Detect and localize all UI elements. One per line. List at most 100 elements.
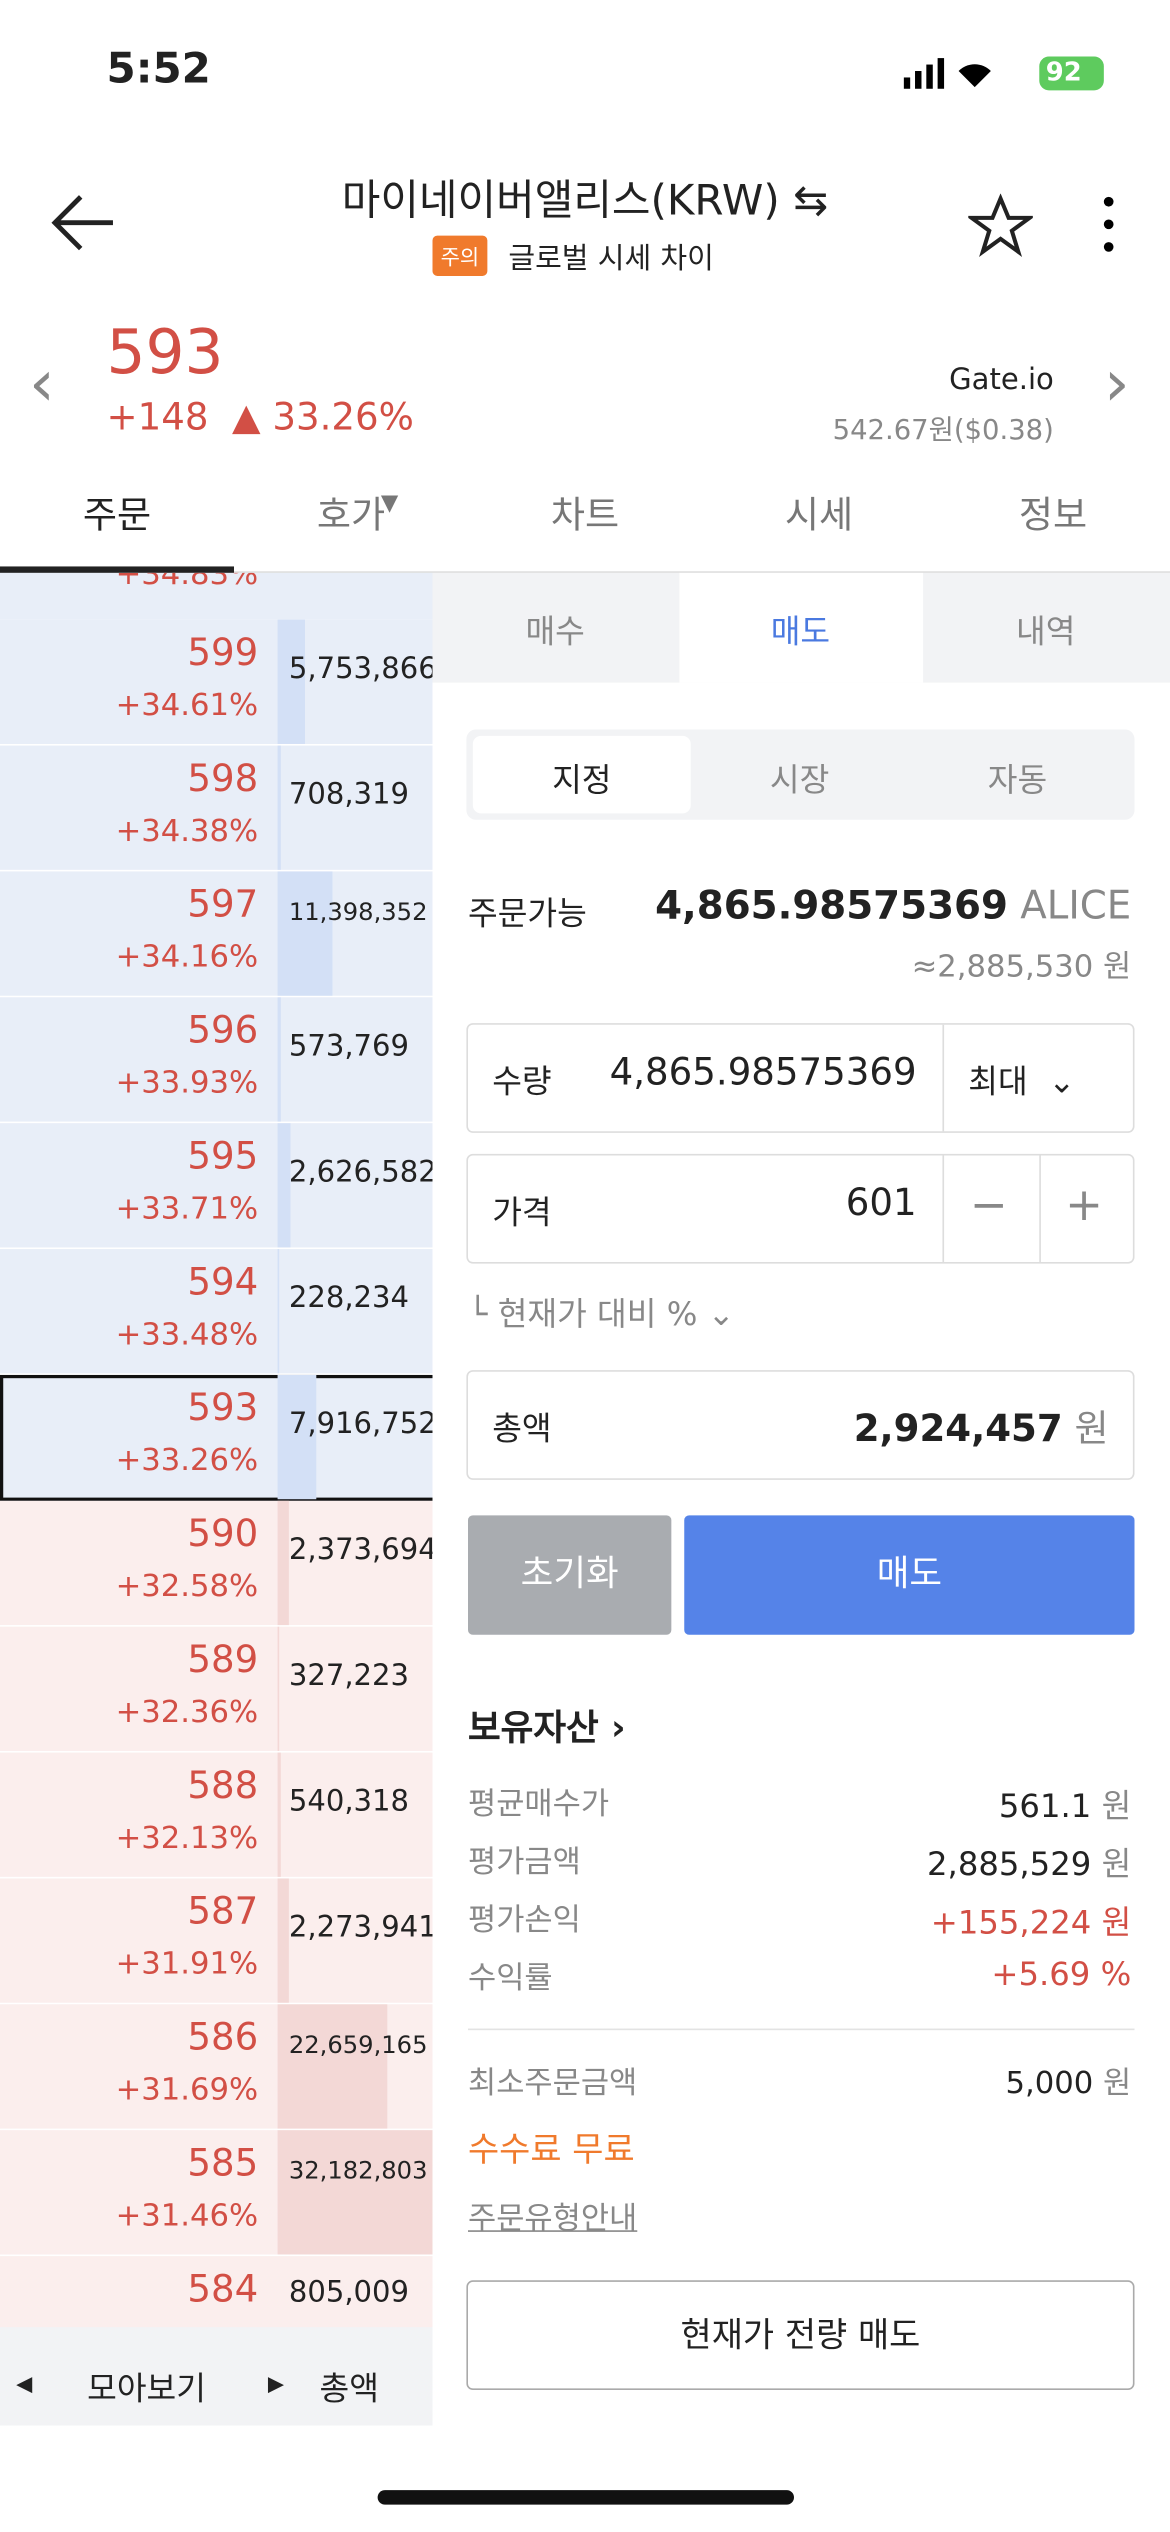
unit: 원 (1101, 1786, 1132, 1826)
subtab[interactable]: 자동 (987, 760, 1048, 799)
holding-value: +5.69 % (991, 1954, 1131, 1993)
rate: +31.69% (115, 2072, 259, 2108)
rate: +34.83% (115, 572, 259, 593)
volume-bar (277, 619, 306, 744)
volume-bar (277, 2130, 433, 2255)
rate: +33.26% (115, 1442, 259, 1479)
subtab[interactable]: 지정 (552, 760, 612, 799)
max[interactable]: 최대 ⌄ (968, 1061, 1076, 1101)
volume: 2,373,694 (288, 1533, 433, 1567)
volume-bar (277, 1752, 281, 1877)
bid-row[interactable] (0, 1752, 433, 1879)
subtab[interactable]: 시장 (769, 760, 830, 799)
ref-price: 542.67원 (832, 414, 954, 448)
available-krw: ≈2,885,530 원 (911, 948, 1132, 985)
price: 599 (187, 632, 259, 675)
footer-item[interactable]: ▸ (267, 2362, 285, 2402)
label: 가격 (492, 1192, 552, 1232)
unit: % (1100, 1954, 1132, 1994)
max-text: 최대 (968, 1061, 1028, 1101)
bid-row[interactable] (0, 1500, 433, 1627)
volume-bar (277, 1626, 280, 1751)
tab[interactable]: 시세 (784, 495, 854, 538)
volume-bar (277, 2004, 387, 2129)
price: 589 (187, 1639, 259, 1682)
volume-bar (277, 745, 281, 870)
tab[interactable]: 차트 (550, 495, 620, 538)
price: 596 (187, 1010, 259, 1053)
rate: +33.71% (115, 1190, 259, 1227)
label: 주문가능 (468, 894, 587, 933)
unit: 원 (1101, 1844, 1132, 1884)
ref: 542.67원($0.38) (833, 407, 1054, 447)
next[interactable]: › (1103, 346, 1130, 422)
prev[interactable]: ‹ (29, 346, 55, 422)
ask-row[interactable] (0, 745, 433, 872)
divider (942, 1155, 945, 1262)
value: 2,924,457 (853, 1408, 1063, 1451)
title: 마이네이버앨리스(KRW) ⇆ (341, 177, 829, 226)
footer-item[interactable]: 총액 (319, 2369, 379, 2408)
tab-bar: 주문 호가 차트 시세 정보 ▼ (0, 468, 1170, 573)
title-text: 보유자산 (468, 1709, 599, 1750)
orderbook: +34.83% 599 +34.61% 5,753,866 598 +34.38% 708,… (0, 572, 433, 2426)
value: +155,224 (930, 1902, 1092, 1942)
total: 2,924,457 원 (854, 1398, 1109, 1453)
more[interactable] (1097, 194, 1120, 259)
footer-item[interactable]: ◂ (16, 2362, 33, 2402)
price: 590 (187, 1513, 259, 1556)
exchange: Gate.io (949, 363, 1054, 397)
footer-item[interactable]: 모아보기 (87, 2369, 206, 2408)
sell-button[interactable]: 매도 (684, 1515, 1135, 1635)
reset-button[interactable]: 초기화 (468, 1515, 672, 1635)
volume-bar (277, 871, 333, 996)
qty-box[interactable] (466, 1023, 1135, 1133)
guide[interactable]: 주문유형안내 (468, 2201, 638, 2237)
favorite[interactable] (968, 193, 1033, 259)
holding-value: 561.1 원 (999, 1780, 1131, 1827)
fee: 수수료 무료 (468, 2130, 635, 2169)
holding-label: 수익률 (468, 1960, 553, 1997)
back-button[interactable] (48, 190, 119, 255)
bid-row[interactable] (0, 1878, 433, 2005)
price: 585 (187, 2143, 259, 2186)
ratio-text: 현재가 대비 % (497, 1294, 698, 1333)
volume: 540,318 (288, 1784, 409, 1819)
ask-row[interactable] (0, 871, 433, 998)
label: 최소주문금액 (468, 2065, 638, 2102)
tab[interactable]: 호가 (316, 495, 386, 538)
order-tab[interactable]: 매수 (525, 611, 585, 651)
order-tab[interactable]: 내역 (1016, 611, 1076, 651)
ask-row[interactable] (0, 619, 433, 746)
order-tab[interactable]: 매도 (770, 611, 831, 651)
value: 5,000 (1005, 2065, 1094, 2102)
price: 593 (187, 1387, 259, 1430)
ask-row[interactable] (0, 1249, 433, 1375)
holdings-title[interactable]: 보유자산 › (468, 1709, 626, 1750)
change-rate: 33.26% (272, 396, 414, 439)
volume: 22,659,165 (288, 2030, 428, 2060)
rate: +34.61% (115, 687, 259, 723)
ratio[interactable]: └ 현재가 대비 % ⌄ (468, 1294, 735, 1333)
ask-row[interactable] (0, 1374, 433, 1501)
price-box[interactable] (466, 1153, 1135, 1264)
ask-row[interactable] (0, 997, 433, 1124)
badge: 주의 (432, 235, 488, 276)
notice[interactable]: 글로벌 시세 차이 (508, 242, 714, 276)
rate: +33.93% (115, 1065, 259, 1101)
ask-row[interactable] (0, 1123, 433, 1250)
plus[interactable]: + (1065, 1178, 1103, 1232)
rate: +34.38% (115, 813, 259, 849)
tab[interactable]: 주문 (82, 495, 152, 538)
tab[interactable]: 정보 (1018, 495, 1088, 538)
volume: 2,273,941 (288, 1910, 433, 1945)
minus[interactable]: − (969, 1178, 1008, 1232)
footer-bg (0, 2327, 433, 2426)
price: 597 (187, 884, 259, 927)
sell-all-button[interactable]: 현재가 전량 매도 (466, 2280, 1135, 2391)
bid-row[interactable] (0, 1626, 433, 1753)
time: 5:52 (106, 45, 211, 94)
price: 595 (187, 1136, 259, 1179)
